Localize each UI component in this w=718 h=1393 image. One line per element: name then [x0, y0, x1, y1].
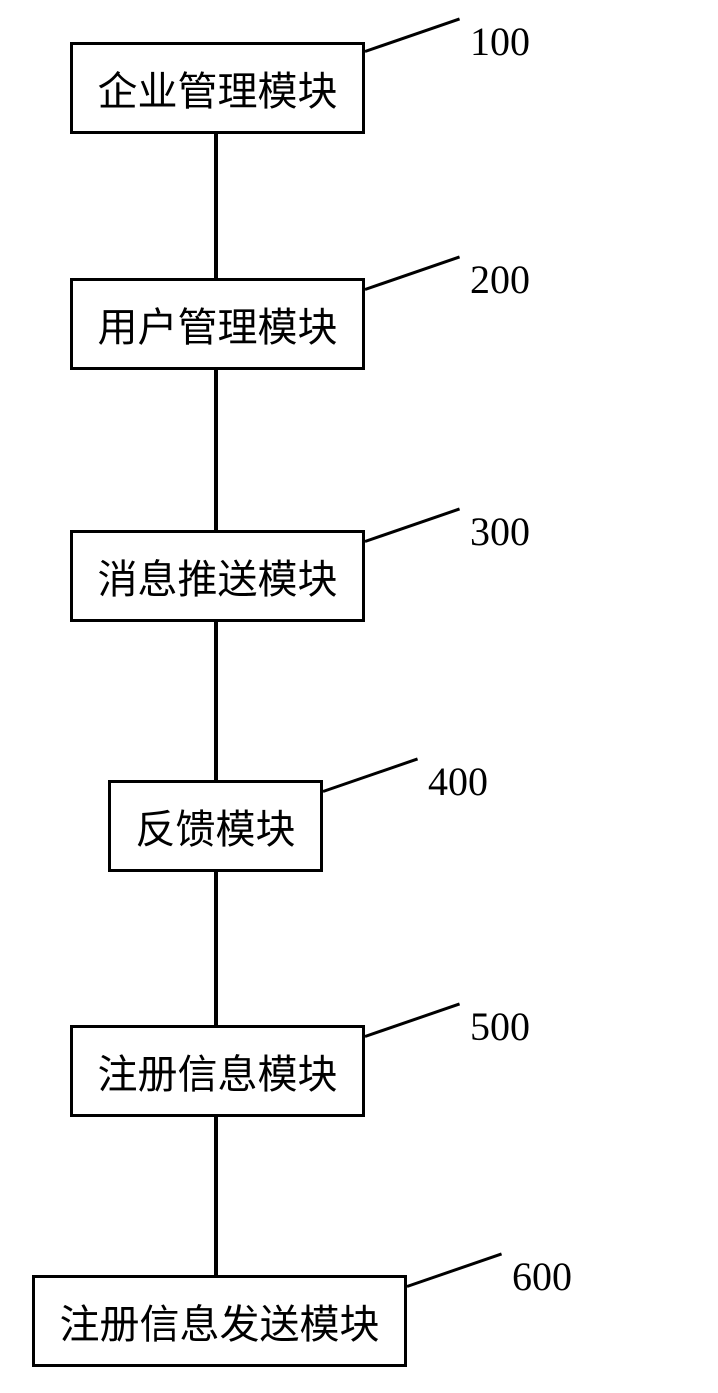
label-line: [407, 1253, 503, 1288]
connector: [214, 1117, 218, 1275]
ref-label: 400: [428, 758, 488, 805]
node-registration-info: 注册信息模块: [70, 1025, 365, 1117]
connector: [214, 872, 218, 1025]
node-label: 注册信息发送模块: [60, 1292, 380, 1350]
ref-label: 200: [470, 256, 530, 303]
connector: [214, 370, 218, 530]
label-line: [365, 256, 461, 291]
node-enterprise-management: 企业管理模块: [70, 42, 365, 134]
label-line: [365, 18, 461, 53]
label-line: [365, 1003, 461, 1038]
flowchart-diagram: 企业管理模块 用户管理模块 消息推送模块 反馈模块 注册信息模块 注册信息发送模…: [0, 0, 718, 1393]
node-label: 注册信息模块: [98, 1042, 338, 1100]
connector: [214, 134, 218, 278]
connector: [214, 622, 218, 780]
node-registration-info-send: 注册信息发送模块: [32, 1275, 407, 1367]
ref-label: 100: [470, 18, 530, 65]
node-feedback: 反馈模块: [108, 780, 323, 872]
node-user-management: 用户管理模块: [70, 278, 365, 370]
label-line: [365, 508, 461, 543]
ref-label: 300: [470, 508, 530, 555]
label-line: [323, 758, 419, 793]
ref-label: 600: [512, 1253, 572, 1300]
ref-label: 500: [470, 1003, 530, 1050]
node-message-push: 消息推送模块: [70, 530, 365, 622]
node-label: 反馈模块: [136, 797, 296, 855]
node-label: 用户管理模块: [98, 295, 338, 353]
node-label: 企业管理模块: [98, 59, 338, 117]
node-label: 消息推送模块: [98, 547, 338, 605]
